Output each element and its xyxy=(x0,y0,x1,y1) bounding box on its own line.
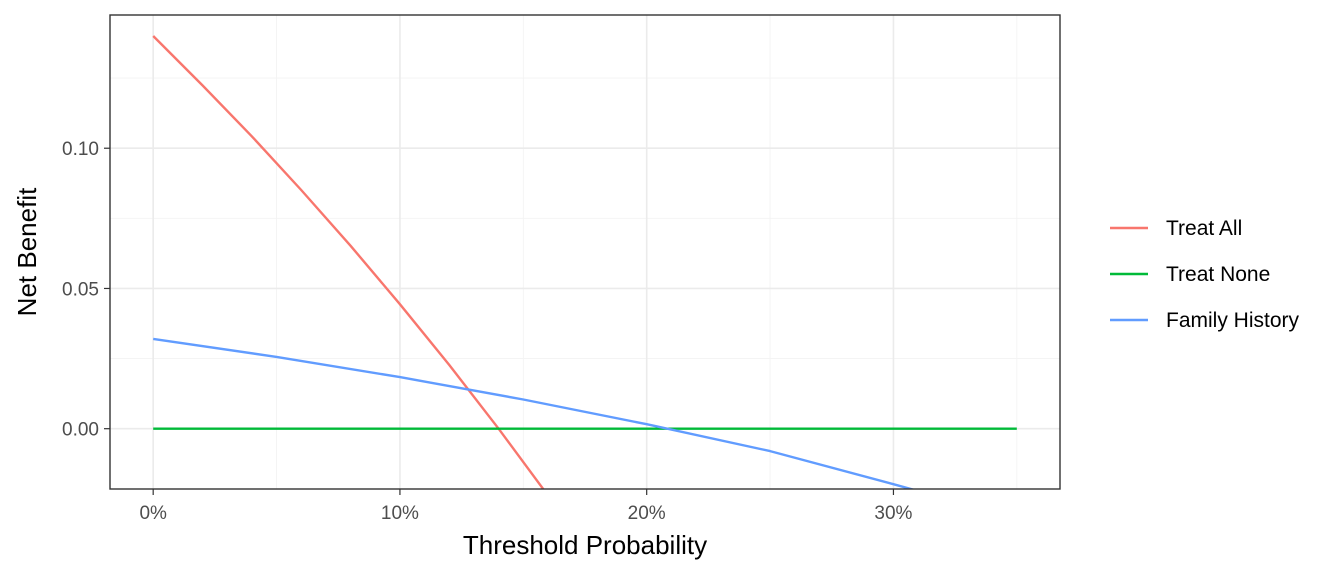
legend-label-treat-all: Treat All xyxy=(1166,217,1242,240)
series-lines xyxy=(152,35,1017,489)
y-tick-label: 0.05 xyxy=(62,279,99,300)
y-axis-title: Net Benefit xyxy=(12,187,42,316)
panel-background xyxy=(110,15,1060,489)
x-tick-label: 30% xyxy=(874,503,912,524)
series-line-family-history xyxy=(153,337,916,489)
series-line-treat-all xyxy=(152,35,545,489)
y-axis-ticks: 0.00 0.05 0.10 xyxy=(62,139,110,441)
x-axis-title: Threshold Probability xyxy=(463,530,707,560)
legend-label-family-history: Family History xyxy=(1166,309,1300,332)
y-tick-label: 0.00 xyxy=(62,420,99,441)
y-tick-label: 0.10 xyxy=(62,139,99,160)
x-axis-ticks: 0% 10% 20% 30% xyxy=(139,489,913,524)
panel-border xyxy=(109,14,1061,490)
legend: Treat All Treat None Family History xyxy=(1110,217,1300,332)
x-tick-label: 20% xyxy=(628,503,666,524)
x-tick-label: 10% xyxy=(381,503,419,524)
legend-label-treat-none: Treat None xyxy=(1166,263,1270,286)
x-tick-label: 0% xyxy=(139,503,167,524)
